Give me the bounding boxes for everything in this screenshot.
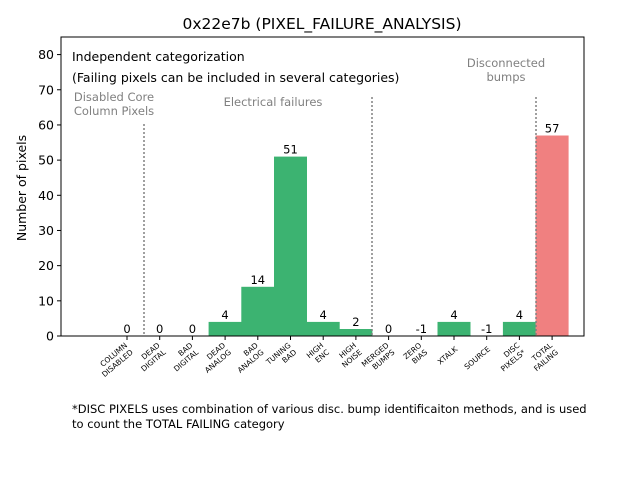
chart-title: 0x22e7b (PIXEL_FAILURE_ANALYSIS)	[182, 15, 461, 34]
y-tick-label-70: 70	[38, 82, 54, 97]
x-tick-label-6: HIGHENC	[305, 341, 331, 367]
value-label-5: 51	[283, 143, 298, 157]
bar-12	[502, 321, 536, 336]
y-tick-label-0: 0	[46, 329, 54, 344]
bars-group	[208, 135, 569, 336]
x-tick-label-10: XTALK	[436, 344, 460, 367]
y-tick-label-10: 10	[38, 293, 54, 308]
footnote: *DISC PIXELS uses combination of various…	[72, 402, 587, 431]
value-label-13: 57	[545, 122, 560, 136]
bar-chart: 0x22e7b (PIXEL_FAILURE_ANALYSIS) Number …	[14, 15, 585, 379]
y-axis: 0 10 20 30 40 50 60 70 80	[38, 47, 61, 344]
x-tick-label-2: BADDIGITAL	[166, 340, 201, 373]
value-label-12: 4	[516, 308, 523, 322]
value-label-6: 4	[320, 308, 327, 322]
value-label-11: -1	[481, 322, 492, 336]
dividers-group	[143, 97, 537, 336]
group-label-disconnected: Disconnected bumps	[467, 56, 545, 84]
x-tick-label-0: COLUMNDISABLED	[94, 341, 135, 379]
x-tick-label-11: SOURCE	[462, 344, 492, 371]
group-label-core: Disabled Core Column Pixels	[74, 90, 154, 118]
y-tick-label-80: 80	[38, 47, 54, 62]
y-tick-label-50: 50	[38, 153, 54, 168]
x-tick-label-4: BADANALOG	[230, 341, 266, 375]
x-axis: COLUMNDISABLED DEADDIGITAL BADDIGITAL DEADA…	[94, 336, 560, 379]
y-tick-label-60: 60	[38, 117, 54, 132]
value-labels-group: 0 0 0 4 14 51 4 2 0 -1 4 -1 4 57	[123, 122, 559, 337]
value-label-10: 4	[450, 308, 457, 322]
info-line-1: Independent categorization	[72, 49, 245, 64]
bar-6	[306, 321, 340, 336]
x-tick-label-12: DISCPIXELS*	[493, 341, 527, 374]
y-tick-label-20: 20	[38, 258, 54, 273]
bar-4	[241, 286, 275, 336]
group-labels-group: Disabled Core Column Pixels Electrical fai…	[74, 56, 545, 118]
x-tick-label-13: TOTALFAILING	[526, 340, 560, 373]
y-axis-label: Number of pixels	[14, 135, 29, 241]
x-tick-label-9: ZEROBIAS	[401, 341, 429, 368]
y-tick-label-30: 30	[38, 223, 54, 238]
x-tick-label-8: MERGEDBUMPS	[360, 341, 397, 376]
plot-frame	[60, 36, 585, 337]
bar-10	[437, 321, 471, 336]
group-label-electrical: Electrical failures	[224, 95, 323, 109]
value-label-9: -1	[416, 322, 427, 336]
value-label-1: 0	[156, 322, 163, 336]
info-line-2: (Failing pixels can be included in sever…	[72, 70, 399, 85]
bar-7	[339, 329, 373, 336]
bar-5	[274, 156, 307, 336]
value-label-8: 0	[385, 322, 392, 336]
bar-3	[208, 321, 242, 336]
value-label-0: 0	[123, 322, 130, 336]
bar-13	[535, 135, 569, 336]
x-tick-label-3: DEADANALOG	[197, 341, 233, 375]
x-tick-label-5: TUNINGBAD	[264, 341, 299, 374]
x-tick-label-7: HIGHNOISE	[334, 341, 364, 370]
y-tick-label-40: 40	[38, 188, 54, 203]
value-label-3: 4	[221, 308, 228, 322]
x-tick-label-1: DEADDIGITAL	[134, 340, 169, 373]
value-label-7: 2	[352, 315, 359, 329]
value-label-2: 0	[189, 322, 196, 336]
value-label-4: 14	[250, 273, 265, 287]
